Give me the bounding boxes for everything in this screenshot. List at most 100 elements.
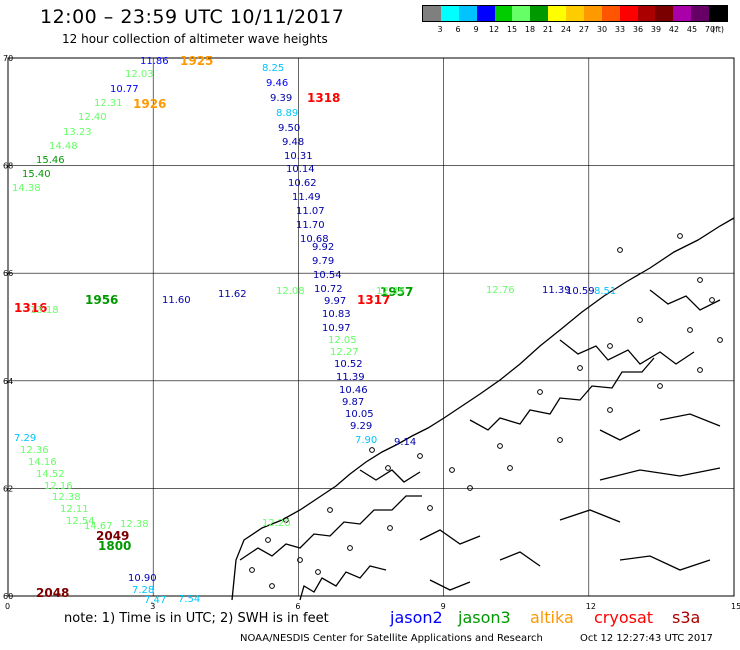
wave-height-label: 10.90 xyxy=(128,573,157,584)
legend-swatch xyxy=(458,6,477,21)
map-subtitle: 12 hour collection of altimeter wave hei… xyxy=(62,32,328,46)
legend-tick: 70 xyxy=(704,25,716,34)
legend-tick: 30 xyxy=(596,25,608,34)
longitude-tick-label: 3 xyxy=(150,602,155,611)
island xyxy=(327,507,333,513)
island xyxy=(537,389,543,395)
coastline-segment xyxy=(359,469,421,483)
wave-height-label: 13.18 xyxy=(30,305,59,316)
wave-height-label: 12.20 xyxy=(262,518,291,529)
wave-height-label: 12.36 xyxy=(20,445,49,456)
wave-height-label: 10.46 xyxy=(339,385,368,396)
coastline-segment xyxy=(239,495,422,561)
wave-height-label: 7.28 xyxy=(132,585,154,596)
coastline-segment xyxy=(619,555,711,571)
longitude-tick-label: 0 xyxy=(5,602,10,611)
legend-tick: 6 xyxy=(455,25,461,34)
island xyxy=(387,525,393,531)
wave-height-label: 1800 xyxy=(98,539,131,553)
coastline-segment xyxy=(559,509,621,523)
wave-height-label: 1925 xyxy=(180,54,213,68)
legend-tick: 3 xyxy=(437,25,443,34)
coastline-segment xyxy=(599,467,721,481)
island xyxy=(369,447,375,453)
island xyxy=(687,327,693,333)
island xyxy=(385,465,391,471)
wave-height-label: 11.70 xyxy=(296,220,325,231)
wave-height-label: 14.52 xyxy=(36,469,65,480)
wave-height-label: 8.51 xyxy=(594,286,616,297)
satellite-cryosat: cryosat xyxy=(594,608,654,627)
color-legend: 3 6 9 12 15 18 21 24 27 30 33 36 39 42 45 70 (ft) xyxy=(422,5,728,39)
wave-height-label: 9.29 xyxy=(350,421,372,432)
wave-height-label: 12.05 xyxy=(328,335,357,346)
coastline-segment xyxy=(299,565,387,601)
island xyxy=(265,537,271,543)
legend-swatch xyxy=(637,6,656,21)
coastline-segment xyxy=(559,339,695,365)
satellite-jason3: jason3 xyxy=(458,608,511,627)
legend-swatch xyxy=(476,6,495,21)
latitude-tick-label: 60 xyxy=(3,592,13,601)
island xyxy=(507,465,513,471)
legend-tick: 39 xyxy=(650,25,662,34)
wave-height-label: 12.38 xyxy=(52,492,81,503)
island xyxy=(657,383,663,389)
wave-height-label: 9.79 xyxy=(312,256,334,267)
units-note: note: 1) Time is in UTC; 2) SWH is in fe… xyxy=(64,611,329,626)
wave-height-label: 12.39 xyxy=(376,286,405,297)
timestamp-text: Oct 12 12:27:43 UTC 2017 xyxy=(580,633,713,644)
wave-height-label: 9.39 xyxy=(270,93,292,104)
wave-height-label: 11.39 xyxy=(542,285,571,296)
island xyxy=(697,367,703,373)
island xyxy=(497,443,503,449)
wave-height-label: 10.83 xyxy=(322,309,351,320)
island xyxy=(467,485,473,491)
wave-height-label: 12.38 xyxy=(120,519,149,530)
wave-height-label: 12.31 xyxy=(94,98,123,109)
latitude-tick-label: 66 xyxy=(3,269,13,278)
credit-text: NOAA/NESDIS Center for Satellite Applica… xyxy=(240,633,543,644)
wave-height-label: 1318 xyxy=(307,91,340,105)
wave-height-label: 14.16 xyxy=(28,457,57,468)
wave-height-label: 7.54 xyxy=(178,594,200,605)
legend-tick: 42 xyxy=(668,25,680,34)
wave-height-label: 8.89 xyxy=(276,108,298,119)
legend-tick: 15 xyxy=(506,25,518,34)
satellite-jason2: jason2 xyxy=(390,608,443,627)
legend-swatch xyxy=(673,6,692,21)
wave-height-label: 14.67 xyxy=(84,521,113,532)
wave-height-label: 10.52 xyxy=(334,359,363,370)
wave-height-label: 15.46 xyxy=(36,155,65,166)
wave-height-label: 15.40 xyxy=(22,169,51,180)
wave-height-label: 1759 xyxy=(0,0,33,3)
coastline-segment xyxy=(231,217,735,601)
satellite-altika: altika xyxy=(530,608,574,627)
legend-swatch xyxy=(655,6,674,21)
wave-height-label: 9.48 xyxy=(282,137,304,148)
wave-height-label: 11.49 xyxy=(292,192,321,203)
wave-height-label: 13.23 xyxy=(63,127,92,138)
latitude-tick-label: 64 xyxy=(3,377,13,386)
satellite-s3a: s3a xyxy=(672,608,701,627)
wave-height-label: 1317 xyxy=(357,293,390,307)
latitude-tick-label: 70 xyxy=(3,54,13,63)
wave-height-label: 10.31 xyxy=(284,151,313,162)
legend-swatch xyxy=(619,6,638,21)
coastline-segment xyxy=(659,413,721,427)
wave-height-label: 8.25 xyxy=(262,63,284,74)
wave-height-label: 11.62 xyxy=(218,289,247,300)
map-frame xyxy=(7,57,735,597)
legend-swatch xyxy=(548,6,566,21)
wave-height-label: 14.38 xyxy=(12,183,41,194)
legend-tick: 27 xyxy=(578,25,590,34)
island xyxy=(617,247,623,253)
island xyxy=(697,277,703,283)
wave-height-label: 11.39 xyxy=(336,372,365,383)
coastline-segment xyxy=(599,429,641,441)
island xyxy=(283,517,289,523)
wave-height-label: 12.27 xyxy=(330,347,359,358)
wave-height-label: 2049 xyxy=(96,529,129,543)
legend-swatch xyxy=(423,6,441,21)
